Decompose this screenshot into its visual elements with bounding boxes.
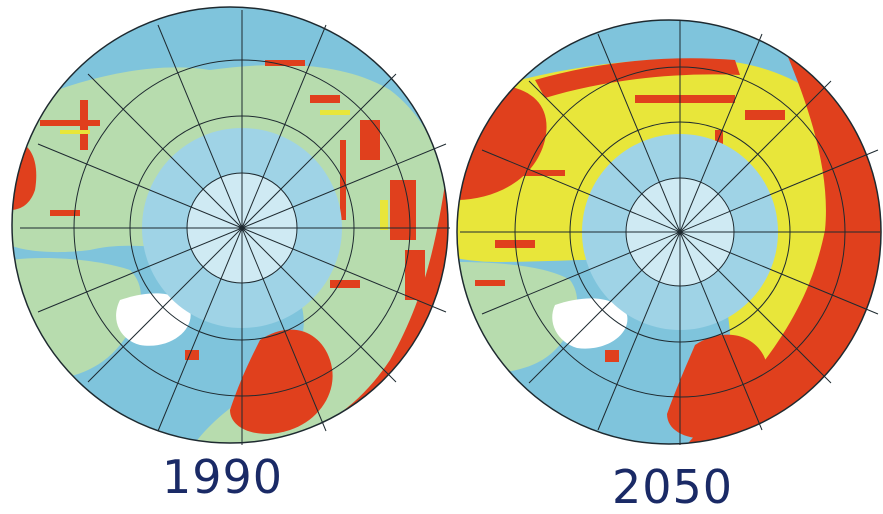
map-border [456, 19, 882, 445]
map-1990 [10, 0, 450, 450]
map-border [11, 6, 449, 444]
greenland-landmass [116, 293, 191, 346]
graticule [460, 20, 880, 445]
forest-east [675, 50, 881, 444]
forest-scandinavia [667, 334, 769, 439]
forest-north-band [535, 58, 740, 98]
forest-speckles [40, 60, 425, 360]
greenland-landmass [552, 298, 628, 349]
polar-map-2050 [456, 19, 882, 445]
graticule [20, 10, 450, 445]
boreal-speckles [60, 110, 388, 230]
year-label-1990: 1990 [162, 450, 284, 504]
year-label-2050: 2050 [612, 460, 734, 514]
map-2050 [455, 0, 883, 460]
polar-map-1990 [11, 6, 450, 445]
forest-scandinavia [230, 329, 333, 434]
